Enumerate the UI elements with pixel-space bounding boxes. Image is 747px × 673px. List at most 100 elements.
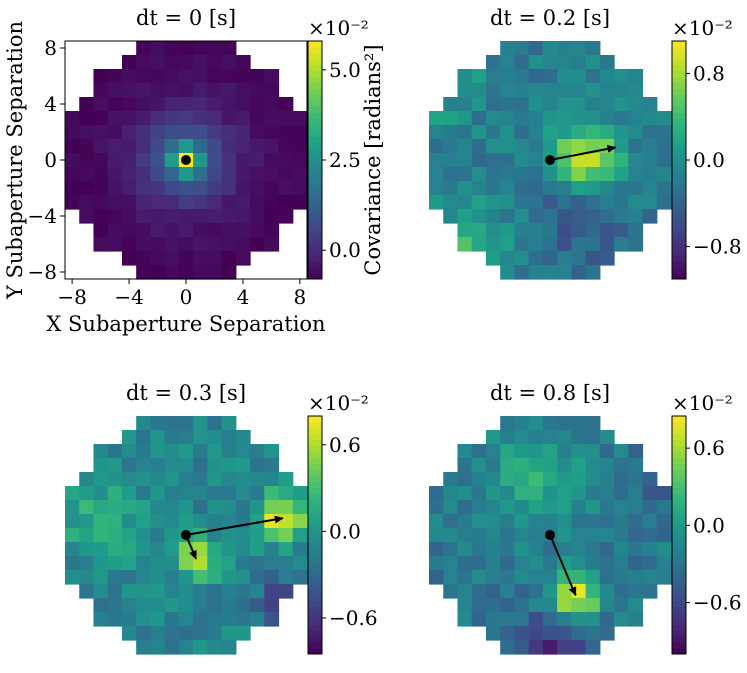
heatmap-cell (150, 209, 166, 224)
heatmap-cell (164, 612, 180, 627)
heatmap-cell (485, 167, 501, 182)
heatmap-cell (542, 41, 558, 56)
heatmap-cell (193, 430, 208, 445)
panel-2-title: dt = 0.2 [s] (490, 6, 610, 30)
heatmap-cell (528, 97, 544, 112)
heatmap-cell (542, 125, 558, 140)
heatmap-cell (136, 41, 152, 56)
colorbar-segment (672, 136, 686, 143)
heatmap-cell (235, 444, 251, 459)
heatmap-cell (264, 500, 280, 515)
heatmap-cell (571, 542, 587, 557)
heatmap-cell (628, 223, 644, 238)
heatmap-cell (585, 444, 601, 459)
colorbar-segment (672, 183, 686, 191)
heatmap-cell (65, 570, 80, 585)
heatmap-cell (79, 111, 95, 126)
heatmap-cell (235, 97, 251, 112)
heatmap-cell (79, 472, 95, 487)
heatmap-cell (429, 181, 444, 196)
panel-1-colorbar: 0.0 2.5 5.0 (307, 40, 361, 280)
colorbar-segment (672, 148, 686, 155)
heatmap-cell (614, 167, 629, 182)
heatmap-cell (528, 209, 544, 224)
heatmap-cell (585, 556, 601, 571)
heatmap-cell (164, 111, 180, 126)
colorbar-segment (308, 237, 322, 244)
heatmap-cell (585, 83, 601, 98)
heatmap-cell (235, 430, 251, 445)
heatmap-cell (528, 640, 544, 655)
heatmap-cell (585, 181, 601, 196)
heatmap-cell (485, 153, 501, 168)
heatmap-cell (178, 430, 194, 445)
heatmap-cell (514, 542, 530, 557)
heatmap-cell (443, 153, 459, 168)
heatmap-cell (136, 416, 152, 431)
colorbar-segment (308, 261, 322, 268)
heatmap-cell (193, 416, 208, 431)
heatmap-cell (500, 514, 516, 529)
colorbar-segment (672, 558, 686, 566)
heatmap-cell (585, 139, 601, 154)
heatmap-cell (585, 626, 601, 641)
heatmap-cell (429, 139, 444, 154)
heatmap-cell (250, 612, 265, 627)
heatmap-cell (457, 570, 473, 585)
heatmap-cell (235, 458, 251, 473)
heatmap-cell (193, 69, 208, 84)
heatmap-cell (614, 598, 629, 613)
heatmap-cell (599, 542, 615, 557)
heatmap-cell (557, 41, 572, 56)
heatmap-cell (193, 97, 208, 112)
heatmap-cell (500, 209, 516, 224)
heatmap-cell (500, 167, 516, 182)
heatmap-cell (250, 209, 265, 224)
heatmap-cell (178, 584, 194, 599)
heatmap-cell (471, 584, 487, 599)
heatmap-cell (207, 584, 223, 599)
heatmap-cell (93, 195, 109, 210)
heatmap-cell (150, 223, 166, 238)
heatmap-cell (164, 500, 180, 515)
heatmap-cell (93, 472, 109, 487)
peak-marker-dot (181, 530, 191, 540)
heatmap-cell (65, 125, 80, 140)
heatmap-cell (528, 528, 544, 543)
heatmap-cell (292, 556, 308, 571)
heatmap-cell (193, 167, 208, 182)
heatmap-cell (514, 570, 530, 585)
heatmap-cell (150, 181, 166, 196)
heatmap-cell (193, 528, 208, 543)
heatmap-cell (429, 486, 444, 501)
heatmap-cell (193, 83, 208, 98)
heatmap-cell (136, 598, 152, 613)
heatmap-cell (136, 69, 152, 84)
colorbar-segment (308, 529, 322, 536)
heatmap-cell (599, 181, 615, 196)
heatmap-cell (514, 195, 530, 210)
heatmap-cell (557, 444, 572, 459)
heatmap-cell (121, 181, 137, 196)
heatmap-cell (571, 486, 587, 501)
heatmap-cell (485, 514, 501, 529)
heatmap-cell (235, 83, 251, 98)
colorbar-segment (308, 451, 322, 459)
y-tick-label: 4 (44, 92, 57, 116)
heatmap-cell (628, 83, 644, 98)
colorbar-segment (672, 231, 686, 238)
heatmap-cell (614, 570, 629, 585)
heatmap-cell (150, 237, 166, 252)
heatmap-cell (79, 181, 95, 196)
heatmap-cell (221, 167, 237, 182)
heatmap-cell (528, 223, 544, 238)
heatmap-cell (136, 209, 152, 224)
colorbar-segment (672, 219, 686, 226)
colorbar-segment (308, 535, 322, 542)
heatmap-cell (278, 167, 294, 182)
colorbar-segment (308, 624, 322, 631)
heatmap-cell (500, 97, 516, 112)
heatmap-cell (485, 598, 501, 613)
heatmap-cell (471, 472, 487, 487)
heatmap-cell (514, 69, 530, 84)
